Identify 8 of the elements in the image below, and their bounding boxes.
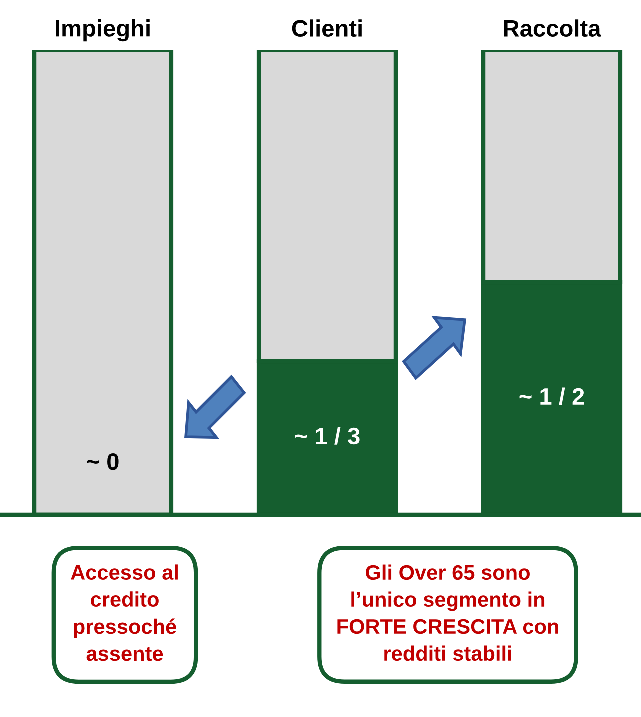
x-tick-label: Impieghi [56, 20, 150, 42]
text: Gli Over 65 sono l’unico segmento in FORTE CRESCITA con redditi stabili [338, 564, 558, 662]
data-label: ~ 1 / 3 [295, 427, 360, 445]
data-label: ~ 0 [87, 453, 119, 470]
x-tick-label: Raccolta [504, 20, 602, 37]
x-tick-label: Clienti [292, 20, 362, 37]
data-label: ~ 1 / 2 [520, 388, 584, 406]
text: Accesso al credito pressoché assente [71, 564, 178, 662]
